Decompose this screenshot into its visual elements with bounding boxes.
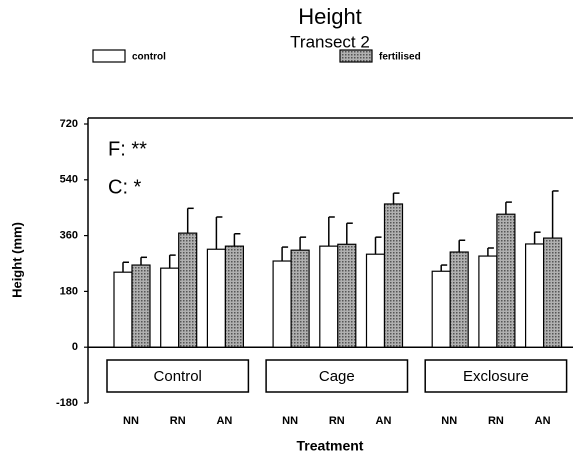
group-box	[106, 359, 250, 393]
bar	[290, 249, 310, 348]
legend-swatch	[92, 49, 126, 63]
bar	[365, 253, 386, 348]
y-tick-label: 720	[60, 118, 78, 130]
x-axis-label: Treatment	[297, 438, 364, 454]
group-box	[424, 359, 568, 393]
y-tick-label: 0	[72, 341, 78, 353]
group-label: Exclosure	[463, 368, 529, 385]
bar	[337, 243, 357, 348]
bar	[524, 243, 545, 348]
x-tick-label: AN	[535, 415, 551, 427]
bar	[496, 213, 516, 348]
legend-label: control	[132, 52, 166, 63]
x-tick-label: NN	[123, 415, 139, 427]
x-tick-label: AN	[216, 415, 232, 427]
y-tick-label: 180	[60, 285, 78, 297]
x-tick-label: NN	[282, 415, 298, 427]
group-box	[265, 359, 409, 393]
chart-title: Height	[298, 4, 362, 29]
annotation: F: **	[108, 138, 147, 160]
bar	[383, 203, 404, 348]
y-tick-label: -180	[56, 397, 78, 409]
bar	[272, 260, 292, 348]
bar	[178, 232, 198, 348]
x-tick-label: RN	[170, 415, 186, 427]
group-label: Cage	[319, 368, 355, 385]
bar	[113, 271, 133, 348]
legend-swatch	[339, 49, 373, 63]
group-label: Control	[154, 368, 202, 385]
bar	[449, 251, 469, 348]
chart-subtitle: Transect 2	[290, 32, 370, 51]
x-tick-label: RN	[329, 415, 345, 427]
y-tick-label: 360	[60, 230, 78, 242]
bar	[478, 255, 498, 348]
bar	[319, 245, 339, 348]
x-tick-label: NN	[441, 415, 457, 427]
bar	[542, 237, 563, 348]
x-tick-label: AN	[376, 415, 392, 427]
bar	[160, 267, 180, 348]
y-axis-label: Height (mm)	[9, 222, 24, 298]
bar	[206, 248, 226, 348]
annotation: C: *	[108, 176, 142, 198]
y-tick-label: 540	[60, 174, 78, 186]
bar	[431, 270, 451, 348]
bar	[224, 245, 244, 348]
legend-label: fertilised	[379, 52, 421, 63]
x-tick-label: RN	[488, 415, 504, 427]
bar	[131, 264, 151, 348]
